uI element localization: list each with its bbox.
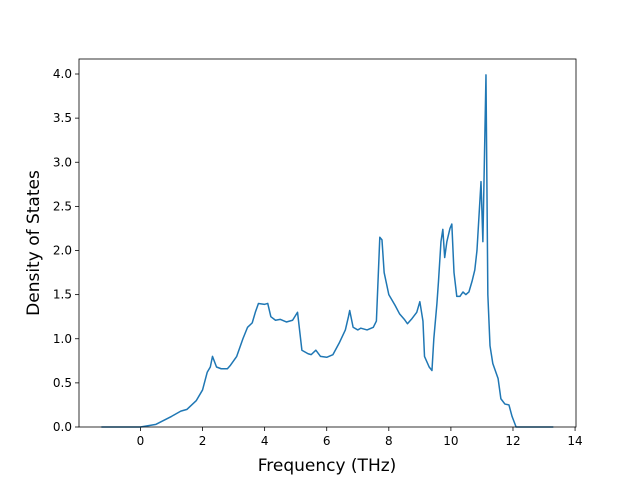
y-tick-label: 4.0 [53, 67, 72, 81]
x-tick-label: 12 [505, 434, 520, 448]
x-axis-label: Frequency (THz) [258, 456, 397, 476]
x-tick-label: 0 [137, 434, 145, 448]
y-tick-label: 0.5 [53, 376, 72, 390]
x-tick-label: 2 [199, 434, 207, 448]
data-line [101, 74, 554, 428]
x-tick-label: 14 [567, 434, 582, 448]
y-tick-label: 1.5 [53, 288, 72, 302]
x-tick-label: 4 [261, 434, 269, 448]
y-tick-label: 1.0 [53, 332, 72, 346]
y-tick-label: 3.5 [53, 111, 72, 125]
y-tick-label: 2.0 [53, 244, 72, 258]
y-axis-label: Density of States [24, 170, 44, 316]
x-tick-label: 8 [385, 434, 393, 448]
y-tick-label: 0.0 [53, 420, 72, 434]
plot-frame [78, 58, 577, 428]
y-tick-label: 3.0 [53, 155, 72, 169]
x-tick-label: 10 [443, 434, 458, 448]
y-tick-label: 2.5 [53, 199, 72, 213]
x-tick-label: 6 [323, 434, 331, 448]
